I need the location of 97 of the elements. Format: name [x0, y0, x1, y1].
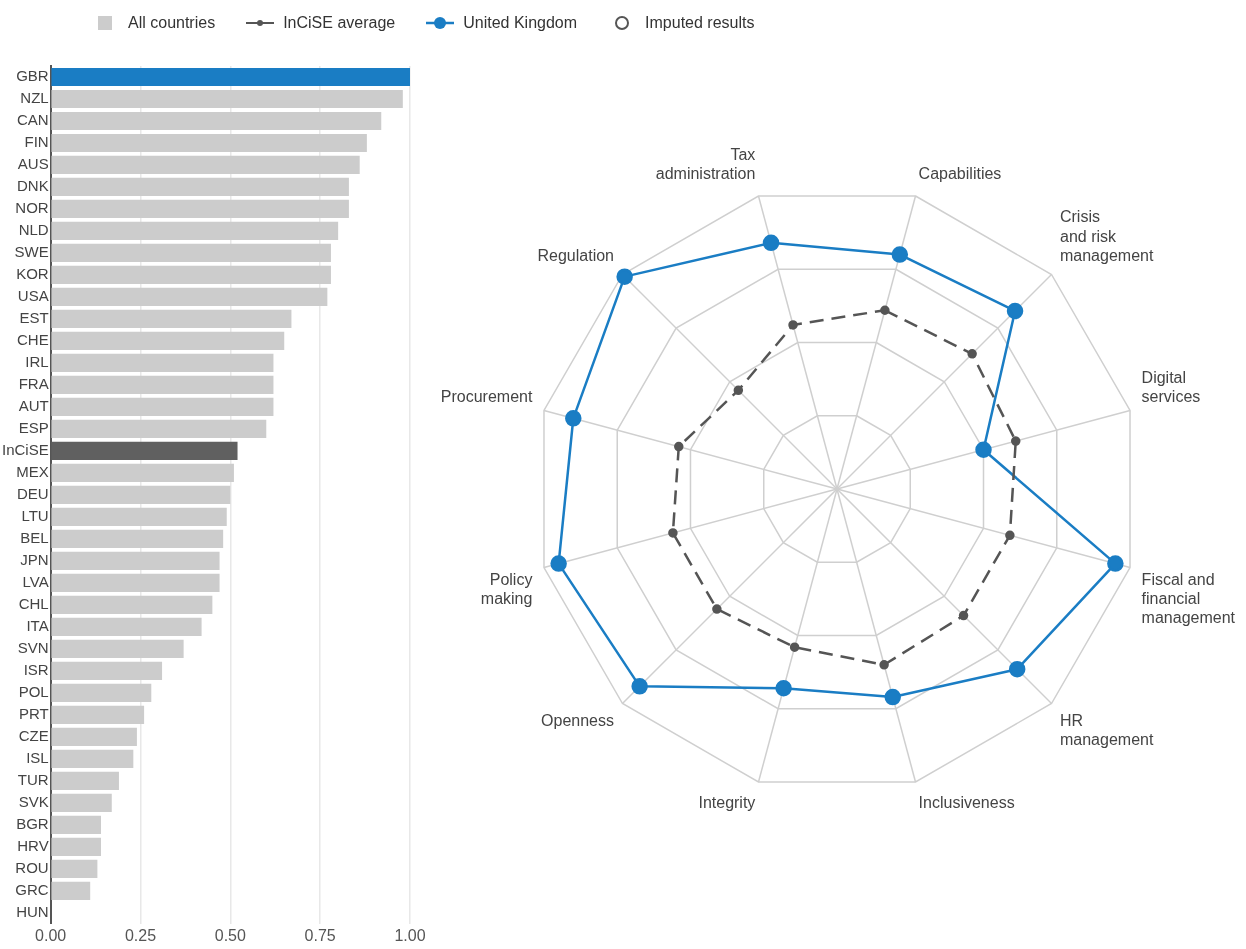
bar [51, 133, 367, 153]
bar [51, 111, 382, 131]
bar [51, 309, 292, 329]
bar [51, 815, 101, 834]
y-tick-label: HUN [16, 902, 49, 920]
bar [51, 639, 184, 658]
bar [51, 353, 274, 373]
bar [51, 727, 137, 746]
y-tick-label: HRV [17, 836, 49, 854]
spoke-label: HR management [1059, 712, 1154, 749]
y-tick-label: BGR [16, 814, 49, 832]
y-tick-label: POL [18, 682, 49, 700]
spoke-label: Procurement [440, 388, 533, 406]
y-tick-label: LTU [21, 507, 49, 525]
y-tick-label: CHL [18, 595, 49, 613]
bar [51, 749, 134, 768]
y-tick-label: AUS [17, 155, 49, 173]
bar [51, 463, 234, 483]
x-tick-label: 0.00 [35, 926, 67, 944]
y-tick-label: PRT [18, 704, 49, 722]
y-tick-label: BEL [20, 529, 49, 547]
y-tick-label: SVN [17, 639, 49, 656]
y-tick-label: ISR [23, 661, 49, 678]
y-tick-label: ISL [26, 748, 49, 766]
bar [51, 837, 101, 856]
y-tick-label: CZE [18, 726, 49, 744]
y-tick-label: MEX [16, 463, 49, 481]
y-tick-label: ESP [18, 419, 49, 437]
legend-label: InCiSE average [283, 14, 396, 32]
bar [51, 199, 349, 219]
bar [51, 67, 410, 87]
y-tick-label: ITA [26, 617, 49, 635]
bar [51, 375, 274, 395]
y-tick-label: CHE [17, 331, 49, 349]
bar [51, 507, 227, 526]
spoke-label: Capabilities [918, 165, 1002, 183]
bar [51, 287, 328, 307]
bar [51, 485, 231, 505]
y-tick-label: EST [19, 309, 49, 327]
legend-label: United Kingdom [463, 14, 578, 32]
y-tick-label: SVK [18, 792, 49, 810]
x-tick-label: 0.50 [214, 926, 247, 944]
bar [51, 265, 331, 285]
bar [51, 881, 91, 900]
y-tick-label: NOR [15, 199, 49, 217]
y-tick-label: GBR [16, 67, 49, 85]
bar [51, 89, 403, 109]
y-tick-label: DEU [17, 485, 49, 503]
spoke-label: Digital services [1141, 368, 1201, 406]
y-tick-label: FRA [18, 375, 49, 393]
y-tick-label: InCiSE [2, 441, 49, 459]
bar [51, 683, 152, 702]
y-tick-label: USA [17, 287, 49, 305]
y-tick-label: KOR [16, 265, 49, 283]
bar [51, 771, 119, 790]
legend-label: Imputed results [645, 14, 755, 32]
spoke-label: Tax administration [655, 146, 756, 183]
x-tick-label: 0.25 [124, 926, 157, 944]
bar [51, 793, 112, 812]
bar [51, 529, 224, 548]
x-tick-label: 1.00 [394, 926, 426, 944]
y-tick-label: TUR [17, 770, 49, 788]
y-tick-label: AUT [18, 397, 49, 415]
bar [51, 331, 285, 351]
spoke-label: Regulation [537, 246, 615, 264]
y-tick-label: JPN [20, 551, 49, 569]
x-tick-label: 0.75 [304, 926, 336, 944]
bar [51, 661, 163, 680]
legend-label: All countries [128, 14, 216, 32]
spoke-label: Openness [541, 712, 615, 729]
y-tick-label: CAN [17, 111, 49, 129]
bar [51, 177, 349, 197]
y-tick-label: FIN [24, 133, 49, 151]
y-tick-label: NLD [18, 221, 49, 239]
bar [51, 617, 202, 636]
y-tick-label: IRL [25, 353, 49, 371]
bar [51, 859, 98, 878]
y-tick-label: NZL [20, 89, 49, 107]
bar [51, 551, 220, 570]
bar [51, 705, 145, 724]
y-tick-label: LVA [22, 573, 49, 591]
bar [51, 595, 213, 614]
spoke-label: Integrity [698, 793, 756, 811]
bar [51, 221, 339, 241]
bar [51, 573, 220, 592]
spoke-label: Crisis and risk management [1059, 208, 1154, 264]
spoke-label: Policy making [480, 570, 533, 607]
y-tick-label: ROU [15, 858, 49, 876]
bar [51, 243, 331, 263]
bar [51, 419, 267, 439]
bar [51, 397, 274, 417]
spoke-label: Inclusiveness [918, 793, 1015, 811]
spoke-label: Fiscal and financial management [1141, 570, 1236, 627]
y-tick-label: SWE [14, 243, 49, 261]
y-tick-label: DNK [17, 177, 49, 195]
bar [51, 155, 360, 175]
y-tick-label: GRC [15, 880, 49, 898]
